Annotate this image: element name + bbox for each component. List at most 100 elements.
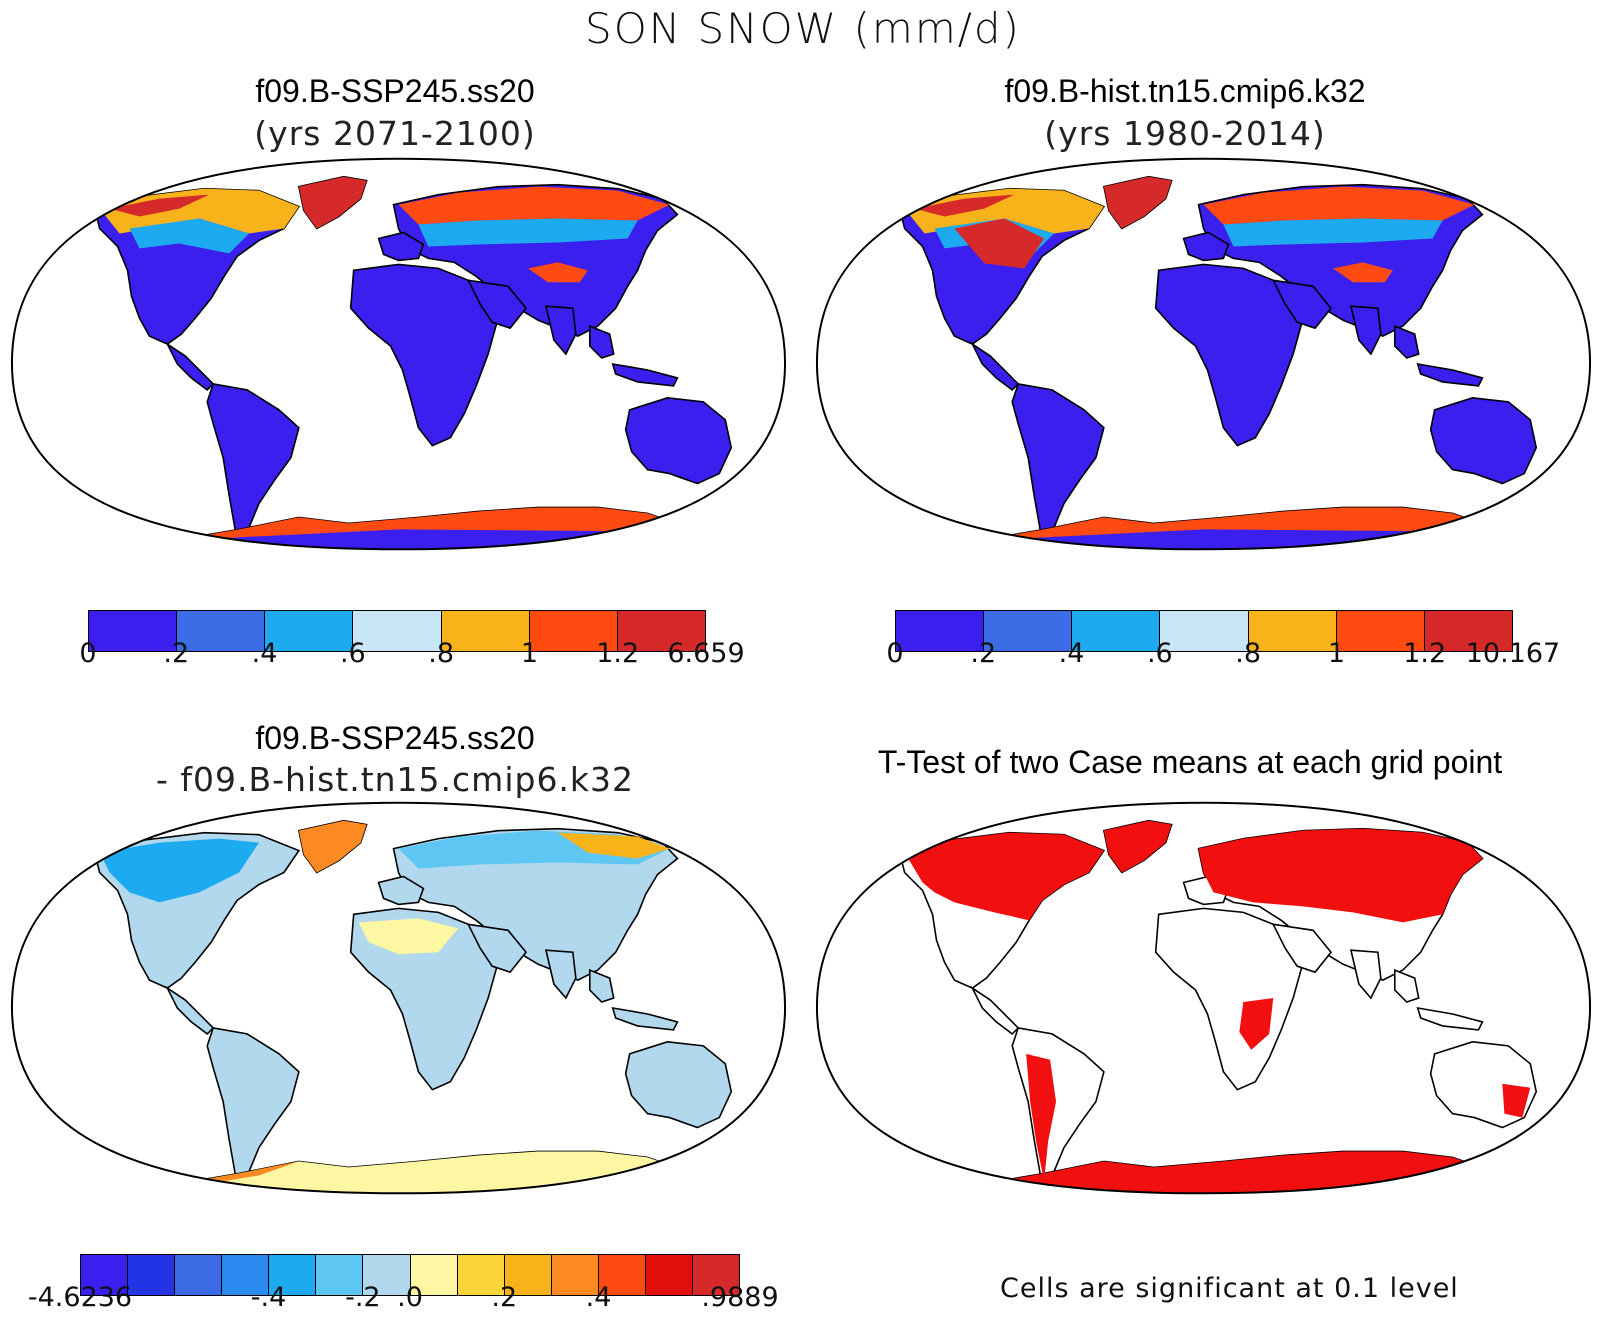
- field-overlay: [1103, 820, 1172, 873]
- colorbar-swatch: [1248, 611, 1337, 651]
- colorbar-swatch: [896, 611, 985, 651]
- panel2-title: f09.B-hist.tn15.cmip6.k32: [1004, 73, 1366, 109]
- colorbar-tick-label: .2: [491, 1282, 518, 1313]
- colorbar-tick-label: .4: [251, 638, 278, 669]
- continent-europe: [377, 875, 425, 906]
- map-border: [10, 157, 787, 551]
- colorbar-swatch: [441, 611, 530, 651]
- panel2-colorbar: [895, 610, 1513, 652]
- field-overlay: [418, 218, 638, 247]
- colorbar-swatch: [984, 611, 1073, 651]
- colorbar-tick-label: 1.2: [596, 638, 640, 669]
- field-overlay: [904, 832, 1104, 921]
- field-overlay: [1026, 1053, 1057, 1182]
- colorbar-swatch: [1160, 611, 1249, 651]
- colorbar-tick-label: 0: [886, 638, 904, 669]
- field-overlay: [528, 262, 588, 283]
- continent-africa: [1154, 907, 1305, 1091]
- field-overlay: [1103, 176, 1172, 229]
- colorbar-swatch: [1336, 611, 1425, 651]
- colorbar-swatch: [89, 611, 178, 651]
- panel1-map: [10, 157, 787, 551]
- colorbar-swatch: [175, 1255, 223, 1295]
- colorbar-swatch: [269, 1255, 317, 1295]
- field-overlay: [1333, 262, 1393, 283]
- continent-aus: [624, 1041, 733, 1129]
- colorbar-tick-label: -4.6236: [27, 1282, 133, 1313]
- colorbar-swatch: [551, 1255, 599, 1295]
- continent-indo: [611, 362, 679, 387]
- continent-ca: [165, 985, 215, 1035]
- continent-aus: [1429, 397, 1538, 485]
- panel3-map: [10, 801, 787, 1195]
- continent-ca: [970, 341, 1020, 391]
- colorbar-tick-label: -.4: [250, 1282, 287, 1313]
- field-overlay: [1502, 1083, 1531, 1118]
- continent-india: [1349, 949, 1382, 1000]
- panel2-subtitle: (yrs 1980-2014): [1044, 114, 1326, 153]
- colorbar-swatch: [645, 1255, 694, 1295]
- continent-ca: [970, 985, 1020, 1035]
- panel3-colorbar: [80, 1254, 740, 1296]
- map-border: [815, 801, 1592, 1195]
- continent-ca: [165, 341, 215, 391]
- colorbar-tick-label: .4: [585, 1282, 612, 1313]
- colorbar-swatch: [1424, 611, 1512, 651]
- colorbar-tick-label: 1: [520, 638, 539, 669]
- continent-africa: [349, 263, 500, 447]
- continent-eurasia: [392, 827, 679, 981]
- colorbar-swatch: [81, 1255, 129, 1295]
- field-overlay: [398, 186, 670, 225]
- colorbar-tick-label: .6: [339, 638, 366, 669]
- colorbar-swatch: [504, 1255, 552, 1295]
- colorbar-swatch: [316, 1255, 364, 1295]
- colorbar-tick-label: .8: [428, 638, 455, 669]
- colorbar-swatch: [265, 611, 354, 651]
- colorbar-swatch: [222, 1255, 270, 1295]
- colorbar-tick-label: 0: [79, 638, 97, 669]
- field-overlay: [904, 188, 1104, 234]
- field-overlay: [169, 507, 688, 542]
- field-overlay: [1198, 828, 1483, 923]
- continent-arabia: [466, 279, 528, 330]
- field-overlay: [298, 820, 367, 873]
- field-overlay: [1239, 998, 1274, 1050]
- colorbar-tick-label: 6.659: [667, 638, 745, 669]
- panel2-map: [815, 157, 1592, 551]
- panel1-title: f09.B-SSP245.ss20: [255, 73, 535, 109]
- field-overlay: [1223, 218, 1443, 247]
- colorbar-tick-label: -.2: [345, 1282, 381, 1313]
- colorbar-swatch: [177, 611, 266, 651]
- map-border: [10, 801, 787, 1195]
- continent-arabia: [466, 923, 528, 974]
- field-overlay: [99, 838, 260, 903]
- panel1-colorbar: [88, 610, 706, 652]
- colorbar-tick-label: .2: [970, 638, 997, 669]
- field-overlay: [1203, 186, 1475, 225]
- colorbar-tick-label: 1: [1327, 638, 1346, 669]
- colorbar-swatch: [529, 611, 618, 651]
- colorbar-tick-label: .4: [1058, 638, 1085, 669]
- continent-sea: [588, 968, 615, 1003]
- panel3-title: f09.B-SSP245.ss20: [255, 720, 535, 756]
- continent-india: [1349, 305, 1382, 356]
- field-overlay: [557, 832, 670, 859]
- colorbar-swatch: [128, 1255, 176, 1295]
- colorbar-swatch: [457, 1255, 505, 1295]
- figure-title: SON SNOW (mm/d): [585, 4, 1021, 53]
- continent-indo: [1416, 362, 1484, 387]
- field-overlay: [974, 507, 1493, 542]
- colorbar-tick-label: 1.2: [1403, 638, 1447, 669]
- colorbar-tick-label: .9889: [701, 1282, 779, 1313]
- field-overlay: [109, 194, 210, 217]
- continent-sea: [588, 324, 615, 359]
- continent-africa: [1154, 263, 1305, 447]
- colorbar-tick-label: .0: [397, 1282, 423, 1313]
- field-overlay: [358, 918, 459, 955]
- continent-arabia: [1271, 923, 1333, 974]
- colorbar-swatch: [598, 1255, 646, 1295]
- colorbar-swatch: [693, 1255, 740, 1295]
- field-overlay: [298, 176, 367, 229]
- panel4-title: T-Test of two Case means at each grid po…: [877, 744, 1503, 780]
- colorbar-tick-label: 10.167: [1465, 638, 1561, 669]
